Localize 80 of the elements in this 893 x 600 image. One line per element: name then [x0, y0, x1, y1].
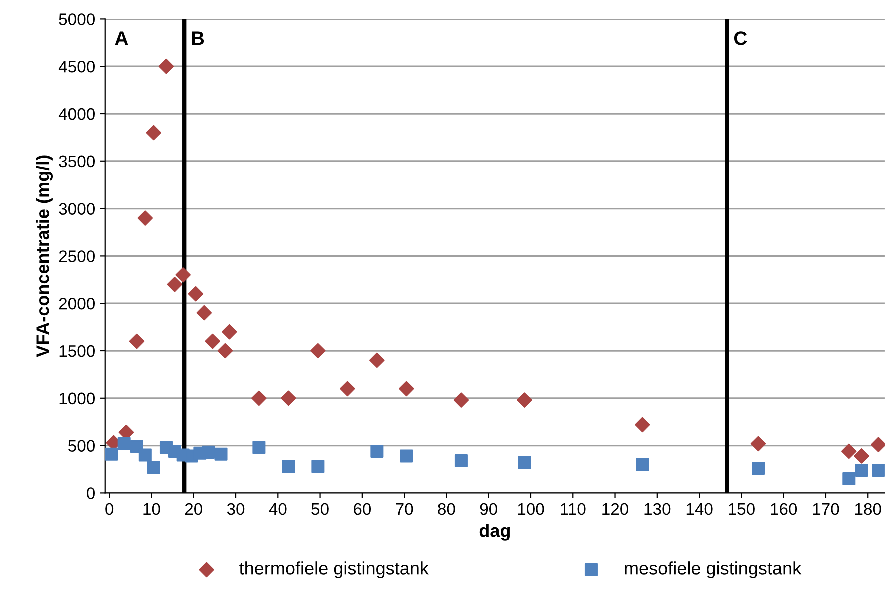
y-tick-label: 0: [87, 488, 95, 500]
point: [205, 334, 220, 350]
point: [312, 460, 325, 474]
point: [146, 125, 162, 141]
point: [310, 343, 326, 359]
annotation: A: [115, 32, 128, 46]
y-tick-label: 2000: [59, 298, 96, 310]
point: [138, 210, 154, 226]
point: [636, 458, 650, 472]
point: [218, 343, 234, 359]
point: [202, 446, 216, 459]
x-tick-label: 70: [396, 503, 414, 516]
point: [842, 472, 856, 486]
point: [130, 440, 144, 454]
x-tick-label: 90: [480, 503, 498, 516]
point: [842, 444, 857, 460]
y-tick-label: 4000: [58, 108, 96, 120]
point: [118, 437, 131, 450]
point: [872, 464, 885, 477]
point: [167, 277, 183, 292]
ref-line-label: C: [734, 32, 748, 46]
y-tick-label: 2500: [59, 250, 96, 262]
point: [454, 454, 468, 468]
point: [129, 334, 145, 350]
x-tick-label: 0: [106, 503, 114, 516]
point: [454, 392, 470, 408]
legend-label: mesofiele gistingstank: [625, 562, 802, 578]
legend-label: thermofiele gistingstank: [240, 562, 430, 578]
x-tick-label: 120: [602, 503, 629, 516]
point: [854, 448, 870, 464]
point: [105, 448, 118, 461]
point: [518, 456, 532, 470]
point: [340, 381, 356, 397]
point: [196, 305, 212, 321]
x-tick-label: 10: [144, 503, 160, 516]
point: [281, 390, 296, 406]
x-tick-label: 130: [644, 503, 671, 516]
point: [214, 448, 228, 461]
point: [871, 437, 885, 452]
y-tick-label: 3000: [59, 203, 96, 216]
x-tick-label: 40: [269, 503, 287, 516]
point: [517, 392, 532, 408]
x-tick-label: 180: [855, 503, 882, 516]
x-tick-label: 80: [438, 503, 456, 516]
x-tick-label: 100: [518, 503, 544, 516]
x-tick-label: 160: [771, 503, 798, 516]
point: [147, 461, 160, 474]
y-axis-title: VFA-concentratie (mg/l): [36, 156, 54, 358]
point: [635, 417, 650, 433]
point: [750, 436, 766, 452]
point: [400, 450, 414, 463]
point: [370, 444, 384, 458]
x-tick-label: 110: [561, 503, 586, 516]
point: [399, 381, 414, 397]
y-tick-label: 500: [68, 440, 96, 452]
point: [752, 462, 766, 476]
point: [188, 286, 204, 302]
y-tick-label: 1000: [60, 392, 96, 405]
point: [252, 390, 267, 406]
point: [158, 58, 174, 74]
x-tick-label: 140: [686, 503, 713, 516]
y-tick-label: 4500: [58, 61, 96, 73]
y-tick-label: 3500: [59, 156, 96, 168]
x-tick-label: 50: [312, 503, 329, 516]
x-tick-label: 60: [354, 503, 372, 516]
point: [252, 441, 266, 454]
point: [855, 464, 868, 477]
point: [370, 352, 385, 368]
x-tick-label: 170: [813, 503, 840, 516]
x-tick-label: 20: [185, 503, 202, 516]
y-tick-label: 1500: [60, 345, 96, 358]
ref-line-label: B: [192, 32, 204, 46]
x-axis-title: dag: [480, 524, 510, 541]
point: [138, 448, 152, 462]
point: [176, 268, 191, 283]
y-tick-label: 5000: [59, 14, 96, 26]
x-tick-label: 150: [729, 503, 755, 516]
x-tick-label: 30: [227, 503, 245, 516]
point: [282, 460, 296, 474]
point: [222, 324, 238, 340]
